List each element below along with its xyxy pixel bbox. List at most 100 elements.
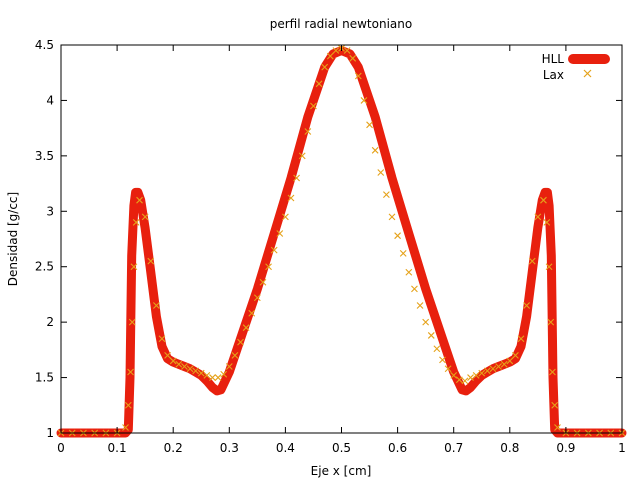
x-axis-label: Eje x [cm]: [311, 464, 372, 478]
data-point-lax: [512, 352, 519, 359]
series-markers-lax: [57, 44, 626, 437]
data-point-lax: [293, 174, 301, 182]
data-point-lax: [540, 196, 547, 204]
y-axis-label: Densidad [g/cc]: [6, 192, 20, 286]
data-point-lax: [192, 367, 200, 375]
data-point-lax: [545, 263, 553, 271]
data-point-lax: [248, 309, 256, 317]
data-point-lax: [169, 357, 177, 365]
data-point-lax: [304, 128, 312, 135]
data-point-lax: [315, 80, 323, 88]
data-point-lax: [354, 72, 362, 80]
data-point-lax: [231, 352, 239, 359]
data-point-lax: [360, 97, 368, 104]
data-point-lax: [270, 246, 278, 254]
data-point-lax: [130, 263, 138, 271]
y-tick-label: 4.5: [35, 38, 54, 52]
data-point-lax: [253, 294, 261, 302]
x-tick-label: 0.9: [556, 441, 575, 455]
data-point-lax: [534, 213, 542, 221]
data-point-lax: [343, 47, 351, 54]
data-point-lax: [427, 332, 435, 339]
data-point-lax: [310, 102, 317, 110]
data-point-lax: [214, 374, 222, 381]
y-axis-ticks: 1 1.5 2 2.5 3 3.5 4 4.5: [35, 38, 622, 440]
chart-title: perfil radial newtoniano: [270, 17, 412, 31]
data-point-lax: [209, 374, 216, 381]
data-point-lax: [164, 352, 171, 359]
legend-label-lax: Lax: [543, 68, 564, 82]
data-point-lax: [549, 368, 556, 376]
data-point-lax: [220, 370, 228, 378]
x-tick-label: 0.6: [388, 441, 407, 455]
data-point-lax: [382, 191, 390, 199]
data-point-lax: [276, 230, 284, 237]
y-tick-label: 1: [46, 426, 54, 440]
legend: HLL Lax: [542, 52, 610, 82]
data-point-lax: [197, 369, 205, 377]
y-tick-label: 1.5: [35, 371, 54, 385]
data-point-lax: [506, 357, 514, 365]
data-point-lax: [287, 194, 295, 202]
data-point-lax: [366, 121, 373, 129]
y-tick-label: 3: [46, 204, 54, 218]
data-point-lax: [132, 218, 140, 226]
y-tick-label: 2.5: [35, 260, 54, 274]
data-point-lax: [136, 196, 143, 204]
data-point-lax: [543, 218, 551, 226]
data-point-lax: [237, 338, 244, 346]
data-point-lax: [399, 250, 407, 257]
x-tick-label: 0: [57, 441, 65, 455]
data-point-lax: [450, 371, 458, 379]
data-point-lax: [411, 285, 418, 293]
x-tick-label: 0.3: [220, 441, 239, 455]
y-tick-label: 2: [46, 315, 54, 329]
data-point-lax: [124, 401, 132, 409]
data-point-lax: [259, 278, 267, 286]
data-point-lax: [528, 257, 536, 265]
x-tick-label: 0.8: [500, 441, 519, 455]
data-point-lax: [422, 318, 430, 326]
data-point-lax: [321, 63, 329, 71]
y-tick-label: 3.5: [35, 149, 54, 163]
data-point-lax: [332, 47, 340, 54]
data-point-lax: [547, 318, 555, 326]
data-point-lax: [158, 335, 166, 343]
data-point-lax: [523, 302, 531, 309]
data-point-lax: [461, 377, 469, 385]
data-point-lax: [326, 52, 334, 60]
data-point-lax: [175, 360, 183, 368]
data-point-lax: [181, 363, 188, 370]
data-point-lax: [349, 54, 357, 62]
data-point-lax: [478, 369, 486, 377]
y-tick-label: 4: [46, 93, 54, 107]
data-point-lax: [265, 263, 272, 271]
data-point-lax: [141, 213, 149, 221]
x-tick-label: 0.5: [332, 441, 351, 455]
data-point-lax: [444, 365, 452, 373]
data-point-lax: [394, 232, 401, 240]
data-point-lax: [483, 367, 491, 375]
data-point-lax: [377, 169, 385, 176]
data-point-lax: [242, 324, 250, 332]
data-point-lax: [495, 363, 502, 370]
data-point-lax: [127, 368, 134, 376]
data-point-lax: [416, 302, 424, 309]
legend-label-hll: HLL: [542, 52, 565, 66]
data-point-lax: [152, 302, 160, 309]
data-point-lax: [371, 146, 379, 154]
data-point-lax: [128, 318, 136, 326]
data-point-lax: [147, 257, 155, 265]
data-point-lax: [203, 371, 211, 379]
data-point-lax: [472, 371, 480, 379]
data-point-lax: [433, 345, 441, 353]
data-point-lax: [186, 365, 194, 373]
x-tick-label: 0.2: [164, 441, 183, 455]
data-point-lax: [439, 356, 446, 364]
x-tick-label: 0.7: [444, 441, 463, 455]
data-point-lax: [298, 152, 306, 160]
data-point-lax: [551, 401, 559, 409]
series-layer: [56, 44, 627, 438]
x-tick-label: 0.4: [276, 441, 295, 455]
